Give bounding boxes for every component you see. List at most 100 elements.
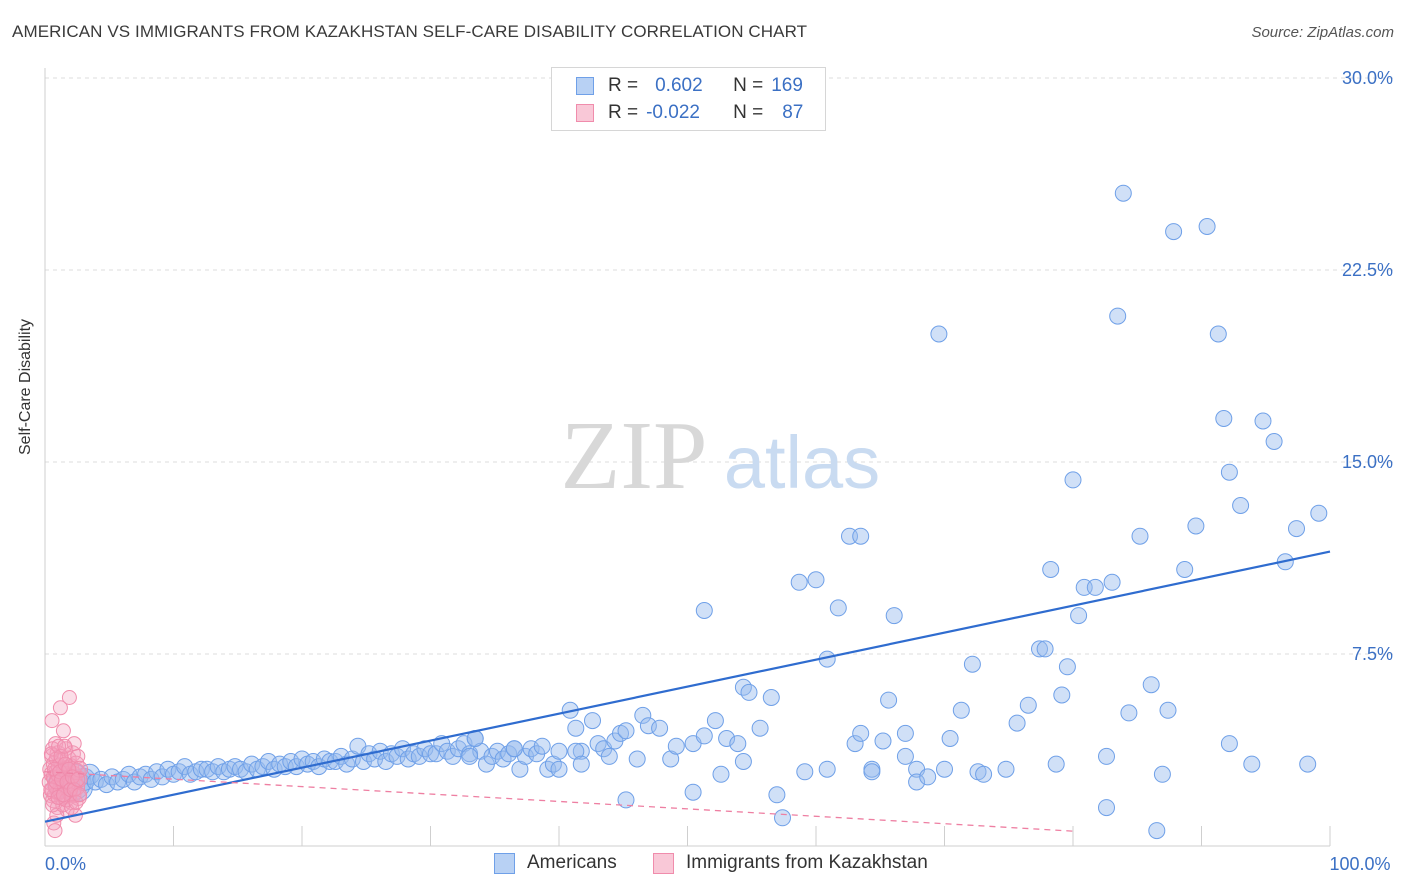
- data-point-americans: [584, 712, 601, 730]
- data-point-americans: [1103, 573, 1121, 591]
- data-point-americans: [1198, 218, 1216, 235]
- data-point-americans: [533, 737, 551, 755]
- data-point-americans: [1215, 410, 1233, 427]
- data-point-americans: [567, 742, 585, 760]
- data-point-americans: [729, 735, 747, 753]
- data-point-americans: [651, 719, 669, 737]
- data-point-americans: [1036, 640, 1054, 658]
- data-point-americans: [790, 573, 808, 591]
- data-point-americans: [1254, 412, 1272, 430]
- data-point-americans: [422, 745, 439, 763]
- data-point-kazakhstan: [44, 713, 60, 729]
- x-tick-label: 100.0%: [1329, 854, 1390, 874]
- data-point-kazakhstan: [52, 700, 68, 716]
- data-point-kazakhstan: [47, 823, 63, 839]
- data-point-americans: [1120, 704, 1138, 722]
- legend-r-label: R =: [608, 102, 639, 123]
- trend-line-americans: [44, 550, 1331, 823]
- grid-lines: [45, 77, 1393, 655]
- y-tick-label: 7.5%: [1352, 644, 1393, 664]
- data-point-americans: [1008, 714, 1026, 732]
- data-point-americans: [639, 717, 657, 735]
- data-point-americans: [712, 765, 730, 783]
- data-point-americans: [896, 724, 914, 742]
- data-point-americans: [762, 689, 780, 706]
- y-tick-label: 15.0%: [1342, 452, 1393, 472]
- data-point-americans: [1232, 497, 1250, 514]
- axes: [44, 68, 1331, 847]
- data-point-americans: [628, 750, 646, 768]
- data-point-americans: [472, 742, 490, 760]
- legend-item-kazakhstan: Immigrants from Kazakhstan: [653, 852, 928, 874]
- data-point-americans: [930, 325, 948, 343]
- legend-row-americans: R = 0.602 N = 169: [576, 74, 803, 98]
- data-point-americans: [768, 786, 786, 804]
- data-point-americans: [852, 724, 870, 742]
- data-point-americans: [1019, 696, 1037, 714]
- data-point-americans: [751, 719, 769, 737]
- watermark-zip: ZIP: [561, 402, 708, 510]
- data-point-americans: [1299, 755, 1317, 773]
- data-point-americans: [896, 747, 914, 765]
- data-point-americans: [1265, 433, 1283, 450]
- data-point-americans: [706, 712, 724, 730]
- data-point-americans: [1209, 325, 1227, 343]
- data-point-americans: [1042, 561, 1060, 578]
- data-point-americans: [1053, 686, 1071, 704]
- data-point-americans: [818, 760, 836, 778]
- data-point-americans: [1070, 607, 1088, 625]
- data-point-americans: [192, 760, 210, 778]
- data-point-americans: [1114, 184, 1132, 202]
- data-point-kazakhstan: [68, 795, 84, 810]
- legend-row-kazakhstan: R = -0.022 N = 87: [576, 101, 803, 125]
- legend-r-value: -0.022: [646, 102, 700, 123]
- data-point-americans: [1187, 517, 1205, 535]
- data-point-americans: [963, 655, 981, 673]
- data-point-americans: [1047, 755, 1065, 773]
- data-point-americans: [567, 719, 585, 737]
- data-point-americans: [740, 683, 758, 701]
- data-point-americans: [695, 727, 713, 745]
- data-point-americans: [774, 809, 791, 827]
- data-point-americans: [1098, 747, 1115, 765]
- data-point-americans: [1153, 765, 1171, 783]
- data-point-americans: [734, 753, 752, 770]
- tick-labels: 7.5% 15.0% 22.5% 30.0% 0.0% 100.0%: [45, 68, 1393, 874]
- data-point-americans: [617, 722, 635, 740]
- legend-n-value: 169: [771, 75, 803, 96]
- data-point-americans: [936, 760, 953, 778]
- data-point-americans: [1176, 561, 1194, 578]
- legend-item-americans: Americans: [494, 852, 617, 874]
- watermark: ZIP atlas: [561, 402, 881, 510]
- data-point-americans: [695, 602, 713, 619]
- y-tick-label: 22.5%: [1342, 260, 1393, 280]
- data-point-americans: [807, 571, 825, 589]
- data-point-americans: [975, 765, 993, 783]
- data-point-americans: [617, 791, 635, 809]
- data-point-americans: [919, 768, 937, 786]
- data-point-americans: [550, 742, 568, 760]
- series-legend: Americans Immigrants from Kazakhstan: [0, 852, 1406, 878]
- data-point-americans: [455, 735, 473, 753]
- y-tick-label: 30.0%: [1342, 68, 1393, 88]
- legend-swatch-americans: [576, 77, 594, 95]
- legend-n-label: N =: [733, 102, 764, 123]
- data-point-americans: [600, 747, 618, 765]
- data-point-kazakhstan: [70, 771, 86, 787]
- data-point-americans: [997, 760, 1015, 778]
- data-point-americans: [908, 773, 926, 791]
- chart-title: AMERICAN VS IMMIGRANTS FROM KAZAKHSTAN S…: [12, 22, 808, 41]
- legend-label-kazakhstan: Immigrants from Kazakhstan: [686, 852, 928, 873]
- data-point-americans: [572, 755, 590, 773]
- data-point-americans: [1142, 676, 1160, 694]
- data-point-americans: [796, 763, 814, 781]
- x-tick-label: 0.0%: [45, 854, 86, 874]
- data-point-americans: [1064, 471, 1082, 489]
- data-point-americans: [550, 760, 568, 778]
- data-point-americans: [634, 706, 652, 724]
- data-point-americans: [874, 732, 892, 750]
- data-point-americans: [1310, 504, 1328, 522]
- legend-r-label: R =: [608, 75, 639, 96]
- correlation-legend: R = 0.602 N = 169 R = -0.022 N = 87: [551, 67, 826, 131]
- data-point-americans: [1109, 307, 1127, 325]
